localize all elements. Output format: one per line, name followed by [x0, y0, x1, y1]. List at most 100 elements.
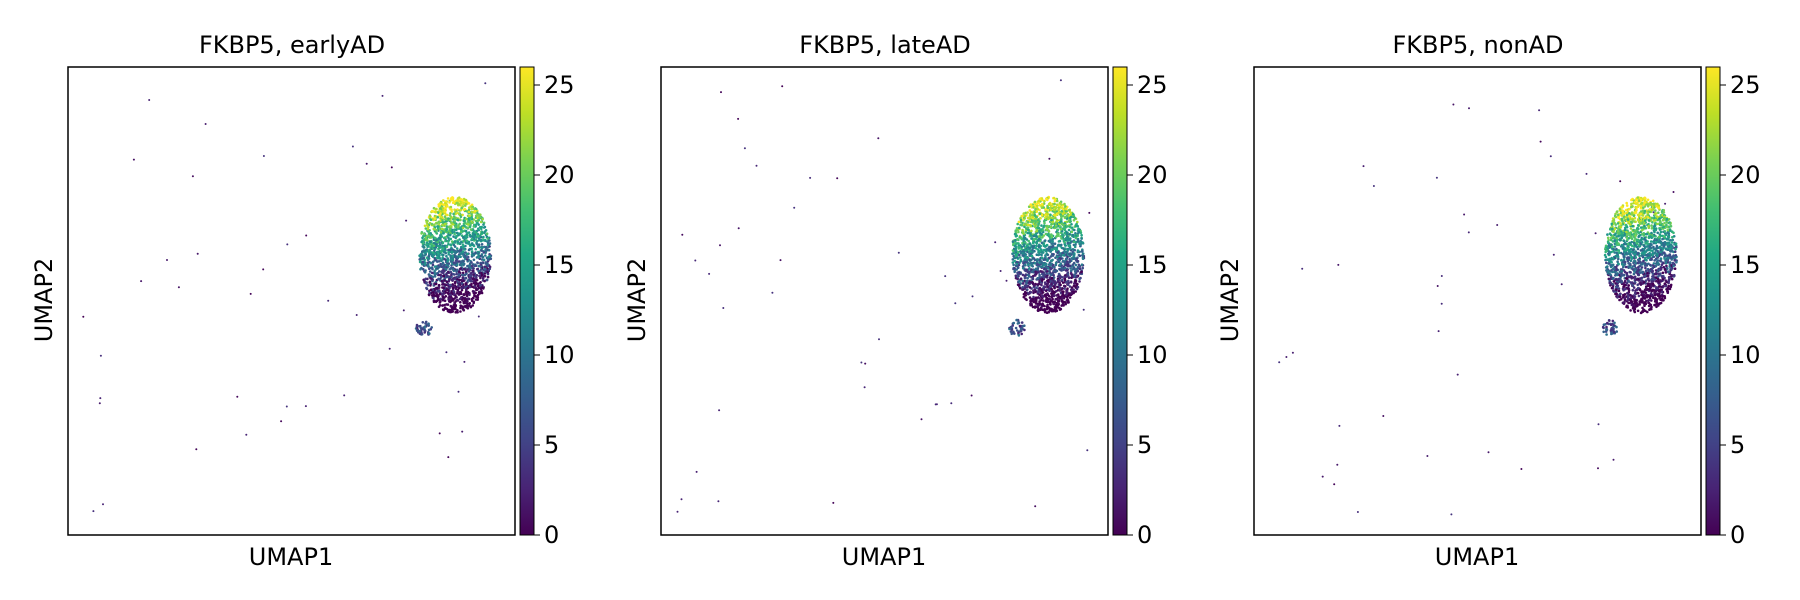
cell-point	[1635, 241, 1639, 245]
cell-point	[437, 277, 440, 281]
cell-point	[1652, 245, 1655, 249]
cell-point	[1035, 286, 1038, 290]
cell-point	[430, 242, 433, 246]
cell-point	[441, 261, 445, 265]
cell-point	[476, 293, 480, 297]
cell-point	[453, 292, 456, 296]
cell-point	[1031, 280, 1034, 284]
cell-point	[327, 299, 330, 302]
cell-point	[1017, 321, 1021, 325]
cell-point	[1058, 306, 1061, 310]
cell-point	[1039, 270, 1042, 273]
cell-point	[452, 261, 456, 265]
cell-point	[428, 214, 432, 217]
cell-point	[1034, 246, 1038, 250]
cell-point	[388, 347, 391, 350]
cell-point	[1073, 216, 1077, 220]
cell-point	[470, 203, 474, 207]
cell-point	[1029, 297, 1033, 301]
cell-point	[429, 236, 433, 239]
cell-point	[1645, 299, 1648, 303]
cell-point	[1063, 275, 1066, 279]
cell-point	[454, 276, 458, 279]
cell-point	[1043, 310, 1047, 314]
cell-point	[1607, 262, 1611, 265]
cell-point	[1053, 202, 1056, 206]
cell-point	[1048, 157, 1051, 160]
cell-point	[1629, 296, 1633, 300]
cell-point	[1609, 238, 1613, 242]
cell-point	[166, 259, 168, 261]
cell-point	[427, 265, 430, 268]
cell-point	[1610, 286, 1614, 290]
cell-point	[1650, 224, 1653, 227]
cell-point	[1653, 278, 1656, 281]
cell-point	[1636, 283, 1639, 287]
cell-point	[449, 212, 452, 215]
cell-point	[1013, 267, 1016, 270]
cell-point	[1045, 297, 1048, 301]
cell-point	[479, 268, 483, 271]
cell-point	[1054, 256, 1057, 260]
cell-point	[449, 293, 452, 297]
cell-point	[1076, 285, 1080, 289]
cell-point	[1063, 261, 1067, 264]
cell-point	[1043, 281, 1047, 284]
cell-point	[1015, 329, 1019, 332]
cell-point	[467, 223, 470, 226]
cell-point	[737, 227, 740, 230]
cell-point	[1026, 226, 1030, 230]
cell-point	[1030, 268, 1033, 271]
cell-point	[437, 221, 441, 225]
cell-point	[435, 243, 438, 246]
cell-point	[1645, 285, 1648, 288]
cell-point	[1615, 288, 1618, 292]
cell-point	[1063, 241, 1066, 244]
cell-point	[1047, 232, 1050, 235]
cell-point	[1065, 257, 1068, 261]
cell-point	[1049, 267, 1052, 271]
cell-point	[1019, 277, 1023, 281]
cell-point	[1649, 235, 1652, 239]
colorbar-tick-label: 25	[544, 71, 575, 99]
cell-point	[343, 394, 346, 397]
cell-point	[1027, 223, 1030, 227]
cell-point	[1616, 272, 1619, 275]
cell-point	[1078, 265, 1082, 268]
cell-point	[1028, 254, 1031, 257]
cell-point	[1629, 247, 1633, 251]
cell-point	[449, 207, 452, 211]
cell-point	[1080, 270, 1083, 274]
cell-point	[428, 281, 432, 284]
cell-point	[1657, 272, 1660, 276]
cell-point	[365, 162, 368, 165]
cell-point	[1621, 209, 1624, 213]
cell-point	[476, 284, 480, 288]
cell-point	[439, 230, 443, 234]
cell-point	[432, 293, 436, 296]
cell-point	[434, 280, 438, 284]
cell-point	[1044, 295, 1047, 298]
cell-point	[1074, 232, 1077, 235]
cell-point	[1636, 304, 1639, 308]
cell-point	[1646, 198, 1650, 202]
cell-point	[1619, 222, 1622, 226]
cell-point	[1020, 247, 1023, 251]
cell-point	[475, 278, 479, 282]
cell-point	[1019, 244, 1022, 247]
cell-point	[1622, 269, 1626, 272]
cell-point	[486, 275, 490, 279]
cell-point	[1633, 298, 1637, 301]
cell-point	[1644, 279, 1648, 283]
cell-point	[1609, 236, 1613, 240]
cell-point	[452, 243, 456, 247]
cell-point	[1631, 288, 1635, 292]
cell-point	[454, 255, 457, 258]
cell-point	[1081, 257, 1085, 261]
cell-point	[436, 272, 439, 275]
cell-point	[1046, 206, 1050, 209]
cell-point	[465, 305, 469, 309]
cell-point	[451, 286, 455, 290]
cell-point	[472, 273, 476, 276]
cell-point	[1637, 203, 1640, 207]
